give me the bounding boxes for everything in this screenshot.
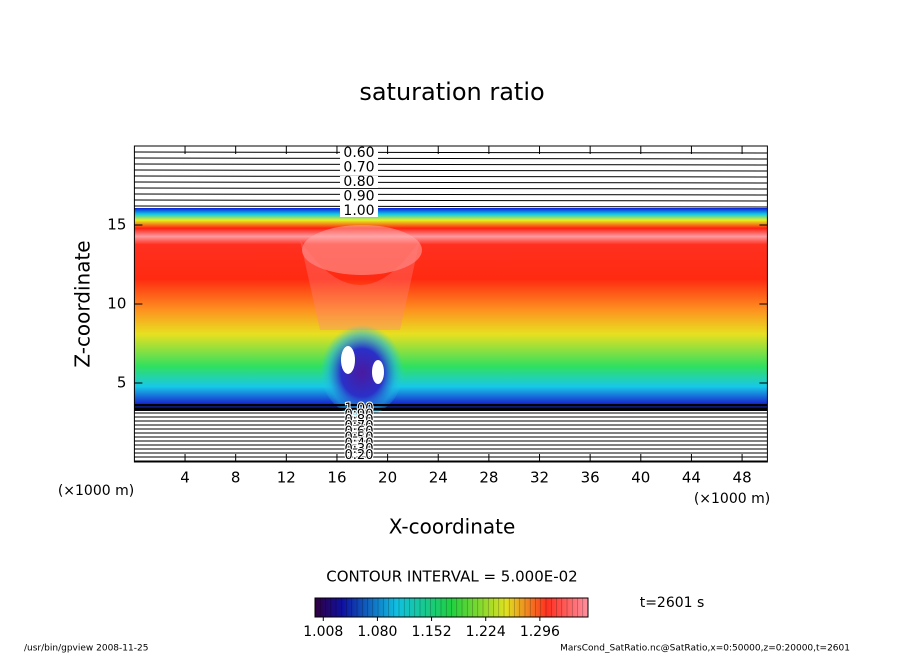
field bbox=[134, 151, 768, 462]
colorbar-tick-label: 1.152 bbox=[412, 624, 452, 640]
x-tick-label: 24 bbox=[429, 469, 448, 487]
contour-line bbox=[134, 163, 768, 166]
contour-line bbox=[134, 151, 768, 154]
colorbar-tick-label: 1.008 bbox=[303, 624, 343, 640]
footer-left: /usr/bin/gpview 2008-11-25 bbox=[24, 644, 148, 654]
contour-label: 0.60 bbox=[345, 425, 374, 440]
field-band bbox=[134, 208, 768, 411]
colorbar bbox=[314, 597, 589, 618]
void bbox=[341, 346, 355, 374]
x-tick-label: 20 bbox=[378, 469, 397, 487]
chart-title: saturation ratio bbox=[359, 78, 544, 106]
x-tick-label: 40 bbox=[631, 469, 650, 487]
contour-line bbox=[134, 199, 768, 202]
contour-label: 0.80 bbox=[343, 174, 374, 190]
contour-label: 0.70 bbox=[343, 160, 374, 176]
x-tick-label: 12 bbox=[277, 469, 296, 487]
contour-line bbox=[134, 157, 768, 160]
y-tick-label: 15 bbox=[107, 216, 126, 234]
contour-label-bg bbox=[340, 147, 378, 159]
x-tick-label: 28 bbox=[479, 469, 498, 487]
colorbar-tick-label: 1.296 bbox=[520, 624, 560, 640]
contour-label-bg bbox=[340, 176, 378, 188]
x-tick-label: 48 bbox=[733, 469, 752, 487]
contour-label: 0.50 bbox=[345, 431, 374, 446]
y-tick-label: 5 bbox=[117, 374, 127, 392]
colorbar-tick-label: 1.224 bbox=[466, 624, 506, 640]
contour-label: 1.00 bbox=[345, 402, 374, 417]
x-tick-label: 44 bbox=[682, 469, 701, 487]
x-unit: (×1000 m) bbox=[694, 491, 770, 507]
contour-line bbox=[134, 181, 768, 184]
void bbox=[372, 360, 384, 384]
plume bbox=[320, 320, 404, 416]
contour-line bbox=[134, 205, 768, 208]
contour-label: 0.30 bbox=[345, 442, 374, 457]
contour-label: 0.40 bbox=[345, 436, 374, 451]
contour-line bbox=[134, 169, 768, 172]
x-tick-label: 16 bbox=[327, 469, 346, 487]
contour-interval: CONTOUR INTERVAL = 5.000E-02 bbox=[326, 568, 577, 586]
y-unit: (×1000 m) bbox=[58, 483, 134, 499]
contour-lines bbox=[134, 151, 768, 462]
contour-label: 0.20 bbox=[345, 448, 374, 463]
contour-label: 0.60 bbox=[343, 145, 374, 161]
contour-label-bg bbox=[340, 161, 378, 174]
x-axis-label: X-coordinate bbox=[389, 515, 516, 539]
contour-label-bg bbox=[340, 205, 378, 217]
contour-line bbox=[134, 175, 768, 178]
x-tick-label: 36 bbox=[581, 469, 600, 487]
colorbar-tick-label: 1.080 bbox=[357, 624, 397, 640]
contour-label: 0.90 bbox=[345, 407, 374, 422]
x-tick-label: 32 bbox=[530, 469, 549, 487]
time-label: t=2601 s bbox=[640, 595, 705, 611]
plume-halo bbox=[300, 240, 420, 330]
contour-line bbox=[134, 187, 768, 190]
y-tick-label: 10 bbox=[107, 295, 126, 313]
contour-label: 0.80 bbox=[345, 413, 374, 428]
contour-label-bg bbox=[340, 190, 378, 203]
light-region bbox=[302, 225, 422, 275]
contour-label: 0.90 bbox=[343, 189, 374, 205]
x-tick-label: 4 bbox=[180, 469, 190, 487]
contour-line bbox=[134, 193, 768, 196]
contour-label: 0.70 bbox=[345, 419, 374, 434]
contour-label: 1.00 bbox=[343, 203, 374, 219]
footer-right: MarsCond_SatRatio.nc@SatRatio,x=0:50000,… bbox=[560, 644, 850, 654]
x-tick-label: 8 bbox=[231, 469, 241, 487]
y-axis-label: Z-coordinate bbox=[71, 240, 95, 367]
